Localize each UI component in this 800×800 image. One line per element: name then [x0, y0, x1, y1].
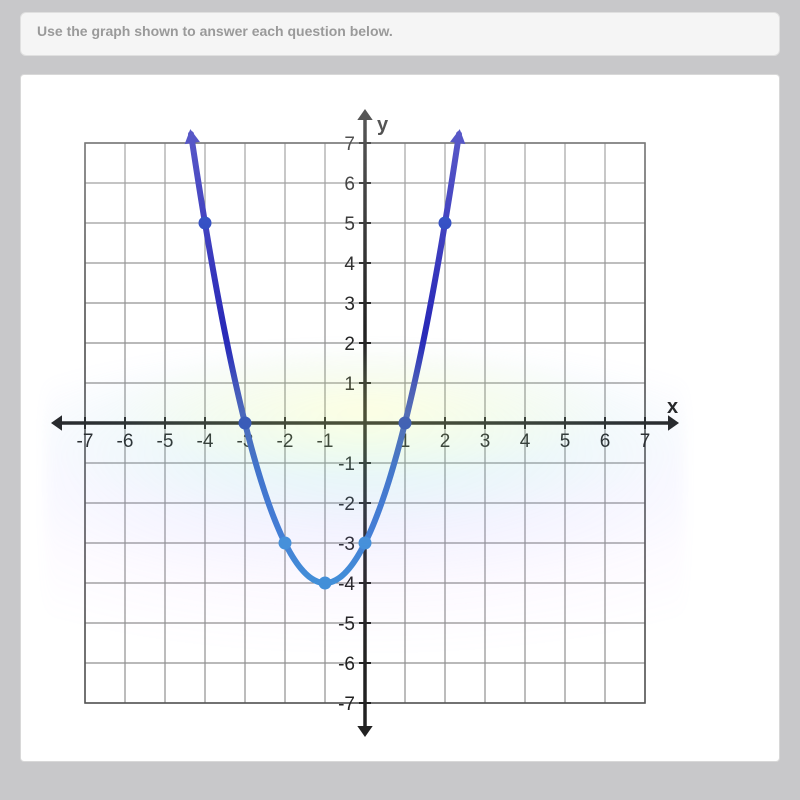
- svg-text:4: 4: [344, 254, 355, 275]
- point-marker: [359, 537, 372, 550]
- point-marker: [319, 577, 332, 590]
- point-marker: [239, 417, 252, 430]
- svg-text:-7: -7: [77, 431, 94, 452]
- svg-text:y: y: [377, 114, 389, 136]
- svg-text:-3: -3: [338, 534, 355, 555]
- svg-text:-4: -4: [197, 431, 214, 452]
- svg-text:5: 5: [344, 214, 355, 235]
- svg-text:7: 7: [640, 431, 651, 452]
- svg-text:2: 2: [344, 334, 355, 355]
- parabola-chart: -7-6-5-4-3-2-11234567-7-6-5-4-3-2-112345…: [45, 103, 685, 743]
- svg-text:4: 4: [520, 431, 531, 452]
- svg-text:7: 7: [344, 134, 355, 155]
- instruction-text: Use the graph shown to answer each quest…: [37, 23, 393, 39]
- instruction-card: Use the graph shown to answer each quest…: [20, 12, 780, 56]
- svg-text:6: 6: [600, 431, 611, 452]
- point-marker: [439, 217, 452, 230]
- svg-text:-1: -1: [338, 454, 355, 475]
- svg-text:x: x: [667, 396, 678, 418]
- svg-text:-5: -5: [157, 431, 174, 452]
- point-marker: [199, 217, 212, 230]
- graph-card: -7-6-5-4-3-2-11234567-7-6-5-4-3-2-112345…: [20, 74, 780, 762]
- svg-text:-5: -5: [338, 614, 355, 635]
- svg-text:5: 5: [560, 431, 571, 452]
- svg-text:3: 3: [480, 431, 491, 452]
- svg-text:-1: -1: [317, 431, 334, 452]
- svg-text:-7: -7: [338, 694, 355, 715]
- svg-text:3: 3: [344, 294, 355, 315]
- svg-text:2: 2: [440, 431, 451, 452]
- graph-area: -7-6-5-4-3-2-11234567-7-6-5-4-3-2-112345…: [45, 103, 685, 743]
- point-marker: [399, 417, 412, 430]
- svg-text:1: 1: [344, 374, 355, 395]
- svg-text:-2: -2: [338, 494, 355, 515]
- svg-text:-6: -6: [117, 431, 134, 452]
- svg-text:-2: -2: [277, 431, 294, 452]
- svg-text:6: 6: [344, 174, 355, 195]
- point-marker: [279, 537, 292, 550]
- svg-text:-6: -6: [338, 654, 355, 675]
